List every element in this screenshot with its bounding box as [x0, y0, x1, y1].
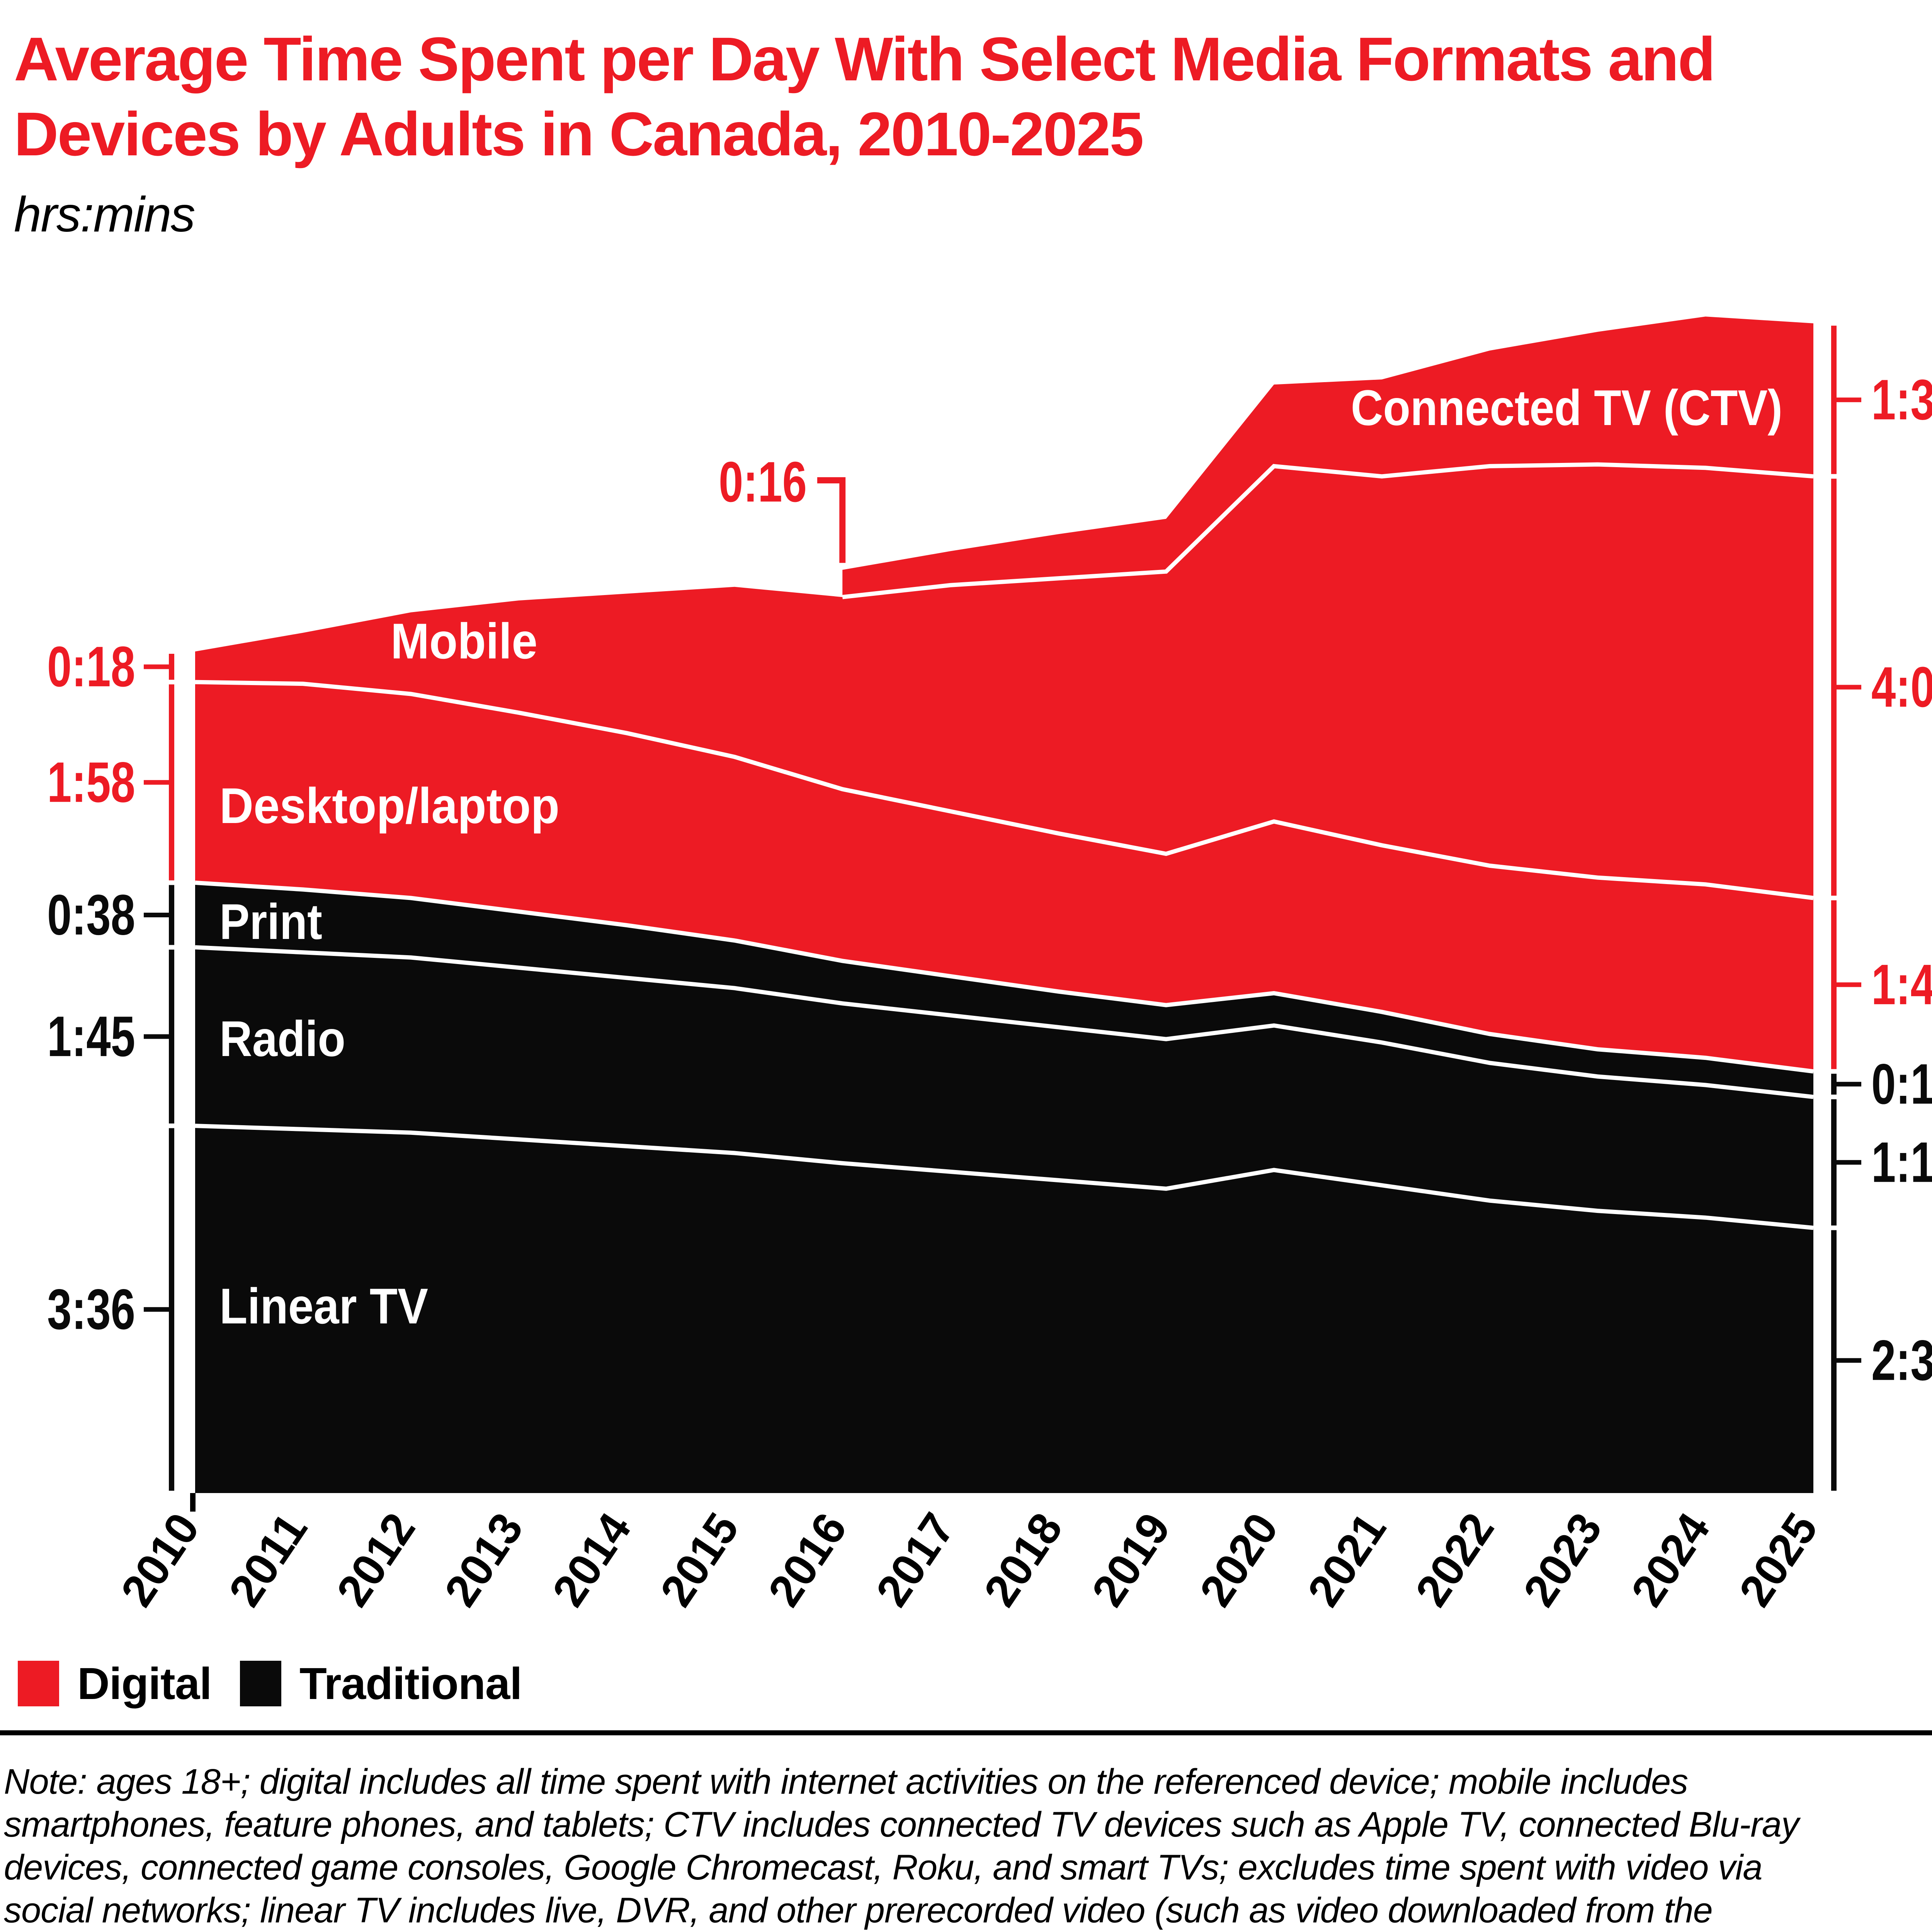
band-label-radio: Radio	[219, 1010, 345, 1067]
x-tick-label-2023: 2023	[1514, 1504, 1612, 1616]
axis-bracket-tick-left-print	[144, 913, 169, 917]
note-line: smartphones, feature phones, and tablets…	[4, 1805, 1799, 1844]
x-tick-label-2010: 2010	[111, 1504, 209, 1616]
axis-bracket-tick-right-desktop-laptop	[1837, 982, 1861, 987]
band-label-desktop-laptop: Desktop/laptop	[219, 777, 560, 834]
ctv-annotation-bracket	[817, 477, 846, 563]
x-tick-label-2018: 2018	[974, 1504, 1072, 1616]
axis-value-label-left-linear-tv: 3:36	[47, 1277, 135, 1341]
axis-bracket-bar-left-radio	[169, 949, 174, 1124]
axis-bracket-tick-right-mobile	[1837, 685, 1861, 690]
note-line: social networks; linear TV includes live…	[4, 1891, 1713, 1930]
band-mobile	[195, 464, 1813, 898]
axis-bracket-tick-right-print	[1837, 1082, 1861, 1087]
ctv-first-value-annotation: 0:16	[719, 450, 807, 514]
x-tick-label-2013: 2013	[435, 1504, 533, 1616]
band-label-linear-tv: Linear TV	[219, 1278, 428, 1334]
band-connected-tv-ctv-	[842, 316, 1813, 597]
axis-bracket-tick-left-linear-tv	[144, 1307, 169, 1312]
legend-swatch-traditional	[240, 1661, 281, 1706]
legend: Digital Traditional	[0, 1660, 1932, 1707]
x-tick-label-2020: 2020	[1190, 1504, 1288, 1616]
axis-value-label-right-linear-tv: 2:36	[1871, 1328, 1932, 1392]
note-text: Note: ages 18+; digital includes all tim…	[4, 1760, 1932, 1932]
band-label-mobile: Mobile	[391, 613, 537, 669]
axis-value-label-right-desktop-laptop: 1:42	[1871, 953, 1932, 1017]
x-tick-label-2022: 2022	[1406, 1504, 1504, 1616]
chart-title-line1: Average Time Spent per Day With Select M…	[14, 24, 1716, 94]
x-tick-label-2016: 2016	[759, 1504, 857, 1616]
axis-value-label-left-print: 0:38	[47, 883, 135, 947]
axis-bracket-tick-right-connected-tv-ctv-	[1837, 397, 1861, 402]
band-boundary-below-mobile	[195, 680, 1814, 900]
band-boundary-below-desktop-laptop	[195, 880, 1814, 1074]
x-tick-label-2021: 2021	[1298, 1504, 1396, 1616]
x-tick-label-2019: 2019	[1082, 1504, 1180, 1616]
axis-value-label-left-radio: 1:45	[47, 1005, 135, 1068]
chart-title-line2: Devices by Adults in Canada, 2010-2025	[14, 99, 1144, 168]
band-label-connected-tv-ctv-: Connected TV (CTV)	[1351, 379, 1782, 436]
axis-bracket-tick-left-radio	[144, 1034, 169, 1039]
band-print	[195, 883, 1813, 1097]
band-linear-tv	[195, 1126, 1813, 1493]
note-line: Note: ages 18+; digital includes all tim…	[4, 1762, 1688, 1801]
legend-label-traditional: Traditional	[299, 1658, 522, 1709]
legend-swatch-digital	[18, 1661, 59, 1706]
chart-title: Average Time Spent per Day With Select M…	[14, 22, 1932, 171]
x-tick-label-2024: 2024	[1622, 1504, 1720, 1616]
band-boundary-below-print	[195, 945, 1814, 1099]
axis-value-label-right-mobile: 4:08	[1871, 655, 1932, 719]
band-desktop-laptop	[195, 682, 1813, 1071]
axis-value-label-right-connected-tv-ctv-: 1:30	[1871, 368, 1932, 432]
chart-unit-label: hrs:mins	[14, 187, 196, 242]
band-boundary-below-radio	[195, 1124, 1814, 1230]
axis-value-label-right-print: 0:15	[1871, 1052, 1932, 1116]
axis-bracket-tick-left-mobile	[144, 664, 169, 669]
axis-bracket-bar-left-print	[169, 885, 174, 945]
x-tick-label-2017: 2017	[866, 1504, 964, 1616]
axis-bracket-bar-left-desktop-laptop	[169, 684, 174, 881]
axis-bracket-bar-right-radio	[1831, 1099, 1837, 1226]
note-line: devices, connected game consoles, Google…	[4, 1848, 1763, 1887]
x-axis-origin-tick	[190, 1493, 196, 1512]
axis-bracket-bar-left-mobile	[169, 654, 174, 680]
axis-bracket-bar-right-print	[1831, 1073, 1837, 1095]
axis-bracket-tick-left-desktop-laptop	[144, 780, 169, 785]
band-label-print: Print	[219, 893, 322, 950]
x-tick-label-2012: 2012	[327, 1504, 425, 1616]
axis-value-label-right-radio: 1:17	[1871, 1131, 1932, 1194]
stacked-area-chart: Linear TV Radio Print Desktop/laptop Mobile C…	[47, 316, 1932, 1616]
x-tick-label-2011: 2011	[219, 1504, 317, 1616]
axis-value-label-left-desktop-laptop: 1:58	[47, 750, 135, 814]
band-radio	[195, 947, 1813, 1228]
note-divider-line	[0, 1730, 1932, 1735]
axis-bracket-tick-right-radio	[1837, 1160, 1861, 1165]
axis-bracket-bar-right-linear-tv	[1831, 1230, 1837, 1491]
x-tick-label-2025: 2025	[1730, 1504, 1828, 1616]
x-tick-label-2015: 2015	[651, 1504, 749, 1616]
axis-value-label-left-mobile: 0:18	[47, 635, 135, 699]
axis-bracket-bar-right-connected-tv-ctv-	[1831, 325, 1837, 474]
axis-bracket-tick-right-linear-tv	[1837, 1358, 1861, 1363]
axis-bracket-bar-left-linear-tv	[169, 1128, 174, 1491]
legend-label-digital: Digital	[77, 1658, 212, 1709]
band-boundary-below-connected-tv-ctv-	[842, 462, 1814, 599]
x-tick-label-2014: 2014	[543, 1504, 641, 1616]
axis-bracket-bar-right-desktop-laptop	[1831, 900, 1837, 1069]
axis-bracket-bar-right-mobile	[1831, 478, 1837, 896]
